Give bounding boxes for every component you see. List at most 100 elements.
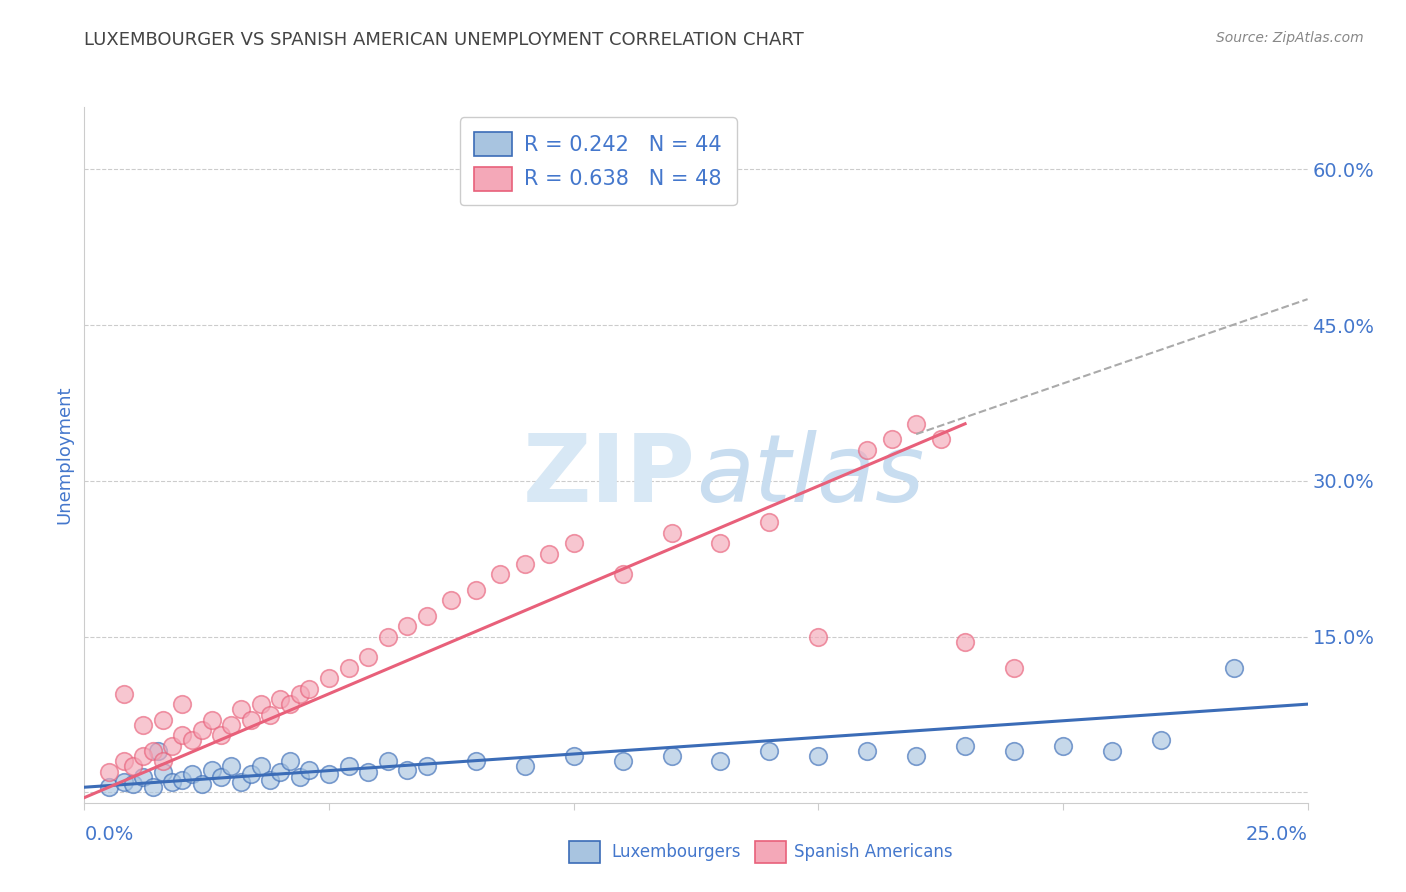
Point (1002, 744, 1025, 758)
Point (377, 754, 399, 768)
Point (97, 780, 120, 795)
Point (538, 547, 561, 561)
Point (239, 713, 262, 727)
Point (337, 759, 360, 773)
Point (513, 759, 536, 773)
Point (562, 536, 585, 550)
Text: Luxembourgers: Luxembourgers (612, 843, 741, 861)
Point (953, 739, 976, 753)
Point (612, 567, 634, 582)
Point (249, 759, 271, 773)
Point (513, 557, 536, 571)
Point (288, 687, 311, 701)
Point (464, 754, 486, 768)
Point (191, 777, 214, 791)
Point (219, 759, 242, 773)
Point (318, 766, 340, 780)
Text: 0.0%: 0.0% (84, 825, 134, 844)
Point (181, 766, 204, 780)
Point (661, 525, 683, 540)
Point (562, 749, 585, 764)
Point (758, 516, 780, 530)
Point (162, 775, 184, 789)
Point (152, 764, 174, 779)
Point (905, 749, 928, 764)
Point (122, 759, 145, 773)
Point (612, 754, 634, 768)
Point (278, 697, 301, 711)
Point (357, 764, 380, 779)
Point (288, 770, 311, 784)
Point (1002, 661, 1025, 675)
Point (298, 681, 321, 696)
Point (880, 433, 903, 447)
Point (464, 582, 486, 597)
Point (856, 744, 879, 758)
Point (1101, 744, 1123, 758)
Point (278, 754, 301, 768)
Point (97, 764, 120, 779)
Point (132, 770, 155, 784)
Point (209, 770, 232, 784)
Point (807, 749, 830, 764)
Point (162, 739, 184, 753)
Point (1052, 739, 1074, 753)
Point (661, 749, 683, 764)
Point (318, 671, 340, 685)
Text: atlas: atlas (696, 430, 924, 521)
Point (172, 697, 194, 711)
Point (132, 718, 155, 732)
Point (249, 697, 271, 711)
Point (259, 707, 281, 722)
Point (440, 593, 463, 607)
Point (122, 777, 145, 791)
Point (377, 630, 399, 644)
Point (396, 619, 419, 633)
Legend: R = 0.242   N = 44, R = 0.638   N = 48: R = 0.242 N = 44, R = 0.638 N = 48 (460, 118, 737, 205)
Point (758, 744, 780, 758)
Point (172, 772, 194, 787)
Point (396, 763, 419, 777)
Point (856, 442, 879, 457)
Point (807, 630, 830, 644)
Text: ZIP: ZIP (523, 430, 696, 522)
Point (239, 766, 262, 780)
Point (132, 749, 155, 764)
Point (489, 567, 512, 582)
Point (146, 744, 169, 758)
Point (229, 702, 252, 716)
Point (416, 608, 439, 623)
Point (269, 764, 291, 779)
Point (416, 759, 439, 773)
Point (357, 650, 380, 665)
Point (929, 433, 952, 447)
Point (269, 692, 291, 706)
Text: 25.0%: 25.0% (1246, 825, 1308, 844)
Point (200, 763, 222, 777)
Point (709, 536, 731, 550)
Point (200, 713, 222, 727)
Point (337, 661, 360, 675)
Point (259, 772, 281, 787)
Point (1223, 661, 1246, 675)
Point (142, 780, 165, 795)
Point (229, 775, 252, 789)
Point (152, 754, 174, 768)
Point (298, 763, 321, 777)
Point (112, 754, 135, 768)
Point (181, 733, 204, 747)
Y-axis label: Unemployment: Unemployment (55, 385, 73, 524)
Text: Spanish Americans: Spanish Americans (794, 843, 953, 861)
Point (172, 728, 194, 742)
Point (112, 687, 135, 701)
Text: Source: ZipAtlas.com: Source: ZipAtlas.com (1216, 31, 1364, 45)
Point (142, 744, 165, 758)
Text: LUXEMBOURGER VS SPANISH AMERICAN UNEMPLOYMENT CORRELATION CHART: LUXEMBOURGER VS SPANISH AMERICAN UNEMPLO… (84, 31, 804, 49)
Point (905, 417, 928, 431)
Point (219, 718, 242, 732)
Point (191, 723, 214, 738)
Point (1150, 733, 1173, 747)
Point (709, 754, 731, 768)
Point (209, 728, 232, 742)
Point (112, 775, 135, 789)
